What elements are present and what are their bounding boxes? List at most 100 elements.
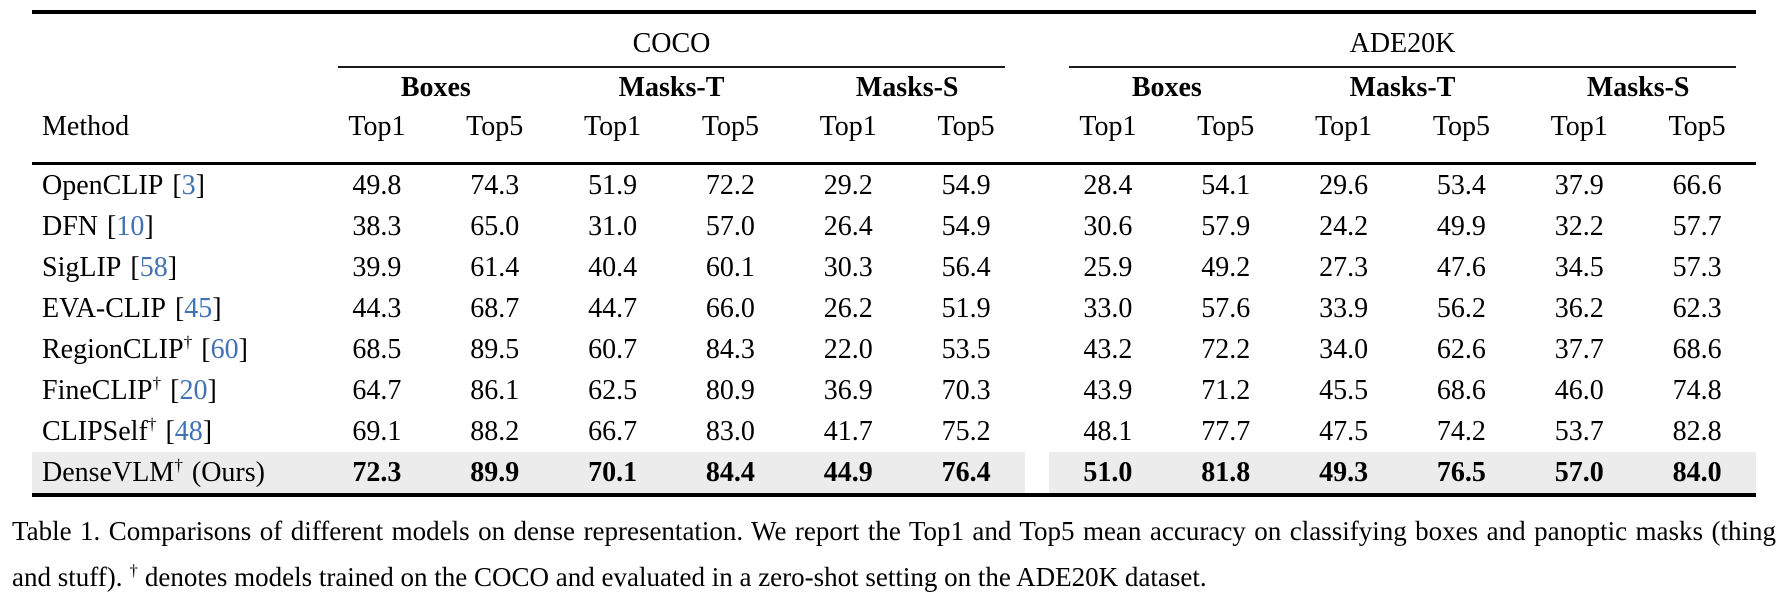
method-name: OpenCLIP	[42, 170, 164, 201]
value-cell: 46.0	[1554, 375, 1604, 406]
subgroup-header-row: Boxes Masks-T Masks-S Boxes Masks-T Mask…	[32, 68, 1756, 106]
value-cell: 44.9	[789, 452, 908, 493]
value-cell: 66.6	[1672, 170, 1722, 201]
group-spacer	[1025, 452, 1049, 493]
underline-spacer	[32, 66, 318, 68]
value-cell: 80.9	[705, 375, 755, 406]
value-cell: 76.4	[907, 452, 1025, 493]
value-cell: 32.2	[1554, 211, 1604, 242]
citation-number: 48	[174, 416, 203, 447]
method-name: DFN	[42, 211, 99, 242]
citation-number: 45	[184, 293, 213, 324]
value-cell: 83.0	[705, 416, 755, 447]
value-cell: 57.6	[1201, 293, 1251, 324]
value-cell: 27.3	[1319, 252, 1369, 283]
value-cell: 43.9	[1083, 375, 1133, 406]
value-cell: 33.9	[1319, 293, 1369, 324]
header-separator-rule	[32, 162, 1756, 165]
value-cell: 57.0	[1520, 452, 1639, 493]
value-cell: 57.3	[1672, 252, 1722, 283]
group-spacer	[1025, 288, 1049, 329]
method-column-header: Method	[42, 111, 130, 142]
subgroup-coco-masks-s: Masks-S	[855, 72, 959, 103]
group-underline-row	[32, 66, 1756, 68]
table-body: OpenCLIP [3] 49.8 74.3 51.9 72.2 29.2 54.9 28.4…	[32, 165, 1756, 493]
value-cell: 76.5	[1402, 452, 1521, 493]
citation: [10]	[107, 211, 154, 242]
value-cell: 72.2	[1201, 334, 1251, 365]
value-cell: 39.9	[352, 252, 402, 283]
value-cell: 47.6	[1436, 252, 1486, 283]
group-header-coco: COCO	[632, 28, 711, 59]
ade20k-underline-cell	[1049, 66, 1756, 68]
value-cell: 45.5	[1319, 375, 1369, 406]
table-row: DenseVLM†(Ours)[] 72.389.970.184.444.976…	[32, 452, 1756, 493]
value-cell: 34.5	[1554, 252, 1604, 283]
value-cell: 66.0	[705, 293, 755, 324]
value-cell: 72.3	[318, 452, 436, 493]
value-cell: 72.2	[705, 170, 755, 201]
dagger-mark: †	[147, 414, 157, 434]
method-name: CLIPSelf	[42, 416, 148, 447]
value-cell: 84.3	[705, 334, 755, 365]
value-cell: 54.9	[941, 211, 991, 242]
value-cell: 25.9	[1083, 252, 1133, 283]
citation: [60]	[201, 334, 248, 365]
value-cell: 89.5	[470, 334, 520, 365]
value-cell: 61.4	[470, 252, 520, 283]
value-cell: 53.4	[1436, 170, 1486, 201]
citation-number: 20	[179, 375, 208, 406]
value-cell: 68.7	[470, 293, 520, 324]
value-cell: 36.2	[1554, 293, 1604, 324]
value-cell: 54.1	[1201, 170, 1251, 201]
value-cell: 89.9	[435, 452, 554, 493]
results-table: COCO ADE20K Boxes Masks-T Masks-S Boxes …	[32, 10, 1756, 497]
method-cell: EVA-CLIP [45]	[32, 288, 318, 329]
top-rule	[32, 10, 1756, 14]
value-cell: 81.8	[1166, 452, 1285, 493]
citation-number: 58	[139, 252, 168, 283]
metric-header: Top1	[1315, 111, 1373, 142]
method-cell: DenseVLM†(Ours)[]	[32, 452, 318, 493]
value-cell: 54.9	[941, 170, 991, 201]
metric-header: Top5	[701, 111, 759, 142]
value-cell: 68.5	[352, 334, 402, 365]
value-cell: 74.8	[1672, 375, 1722, 406]
underline-gap	[1025, 66, 1049, 68]
coco-underline	[338, 66, 1005, 68]
table-row: DFN [10] 38.3 65.0 31.0 57.0 26.4 54.9 30.6 57.9…	[32, 206, 1756, 247]
value-cell: 40.4	[588, 252, 638, 283]
value-cell: 44.7	[588, 293, 638, 324]
value-cell: 41.7	[823, 416, 873, 447]
group-spacer	[1025, 165, 1049, 206]
method-name: EVA-CLIP	[42, 293, 166, 324]
dagger-mark: †	[174, 455, 183, 475]
citation: [58]	[130, 252, 178, 283]
subgroup-coco-boxes: Boxes	[400, 72, 471, 103]
value-cell: 74.3	[470, 170, 520, 201]
caption-text-1: Table 1. Comparisons of different models…	[12, 516, 1776, 592]
metric-header: Top5	[1432, 111, 1490, 142]
citation-number: 60	[210, 334, 239, 365]
value-cell: 44.3	[352, 293, 402, 324]
ade20k-underline	[1069, 66, 1736, 68]
value-cell: 48.1	[1083, 416, 1133, 447]
value-cell: 24.2	[1319, 211, 1369, 242]
metric-header: Top1	[584, 111, 642, 142]
group-spacer	[1025, 247, 1049, 288]
value-cell: 70.1	[553, 452, 672, 493]
method-cell: RegionCLIP† [60]	[32, 329, 318, 370]
value-cell: 56.2	[1436, 293, 1486, 324]
citation: [20]	[170, 375, 217, 406]
group-spacer	[1025, 329, 1049, 370]
coco-underline-cell	[318, 66, 1025, 68]
metric-header: Top1	[348, 111, 406, 142]
method-cell: FineCLIP† [20]	[32, 370, 318, 411]
value-cell: 62.3	[1672, 293, 1722, 324]
group-spacer	[1025, 206, 1049, 247]
value-cell: 57.7	[1672, 211, 1722, 242]
value-cell: 75.2	[941, 416, 991, 447]
group-header-row: COCO ADE20K	[32, 14, 1756, 66]
method-cell: SigLIP [58]	[32, 247, 318, 288]
value-cell: 53.5	[941, 334, 991, 365]
